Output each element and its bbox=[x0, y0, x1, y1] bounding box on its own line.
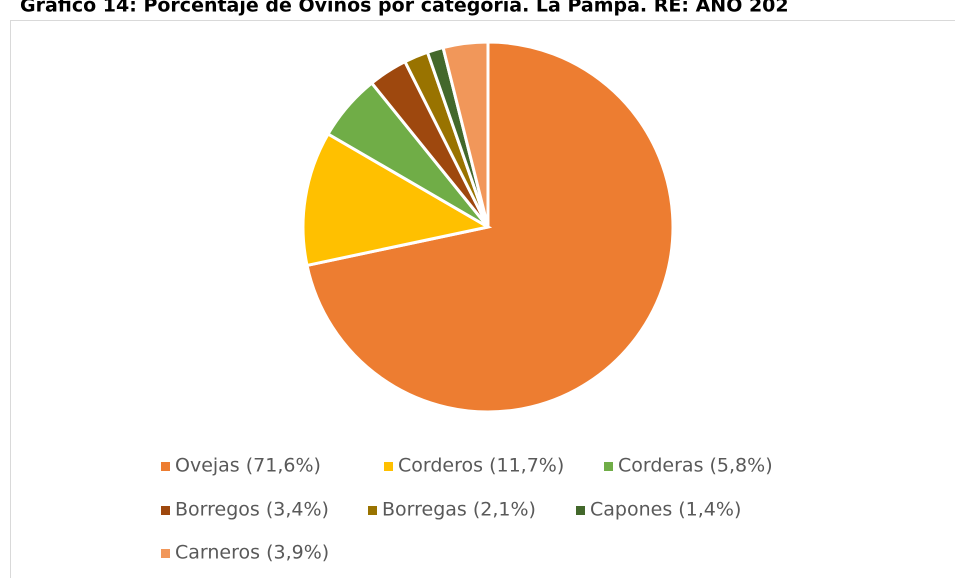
legend-swatch bbox=[161, 506, 170, 515]
legend-swatch bbox=[161, 549, 170, 558]
chart-title: Gráfico 14: Porcentaje de Ovinos por cat… bbox=[20, 0, 789, 17]
legend-swatch bbox=[368, 506, 377, 515]
legend-label: Ovejas (71,6%) bbox=[175, 455, 321, 477]
legend-swatch bbox=[161, 462, 170, 471]
legend-label: Borregas (2,1%) bbox=[382, 499, 536, 521]
legend-swatch bbox=[604, 462, 613, 471]
legend-swatch bbox=[384, 462, 393, 471]
legend-label: Capones (1,4%) bbox=[590, 499, 741, 521]
legend-label: Carneros (3,9%) bbox=[175, 542, 329, 564]
legend-label: Corderas (5,8%) bbox=[618, 455, 773, 477]
legend-label: Corderos (11,7%) bbox=[398, 455, 564, 477]
legend-label: Borregos (3,4%) bbox=[175, 499, 329, 521]
legend-swatch bbox=[576, 506, 585, 515]
